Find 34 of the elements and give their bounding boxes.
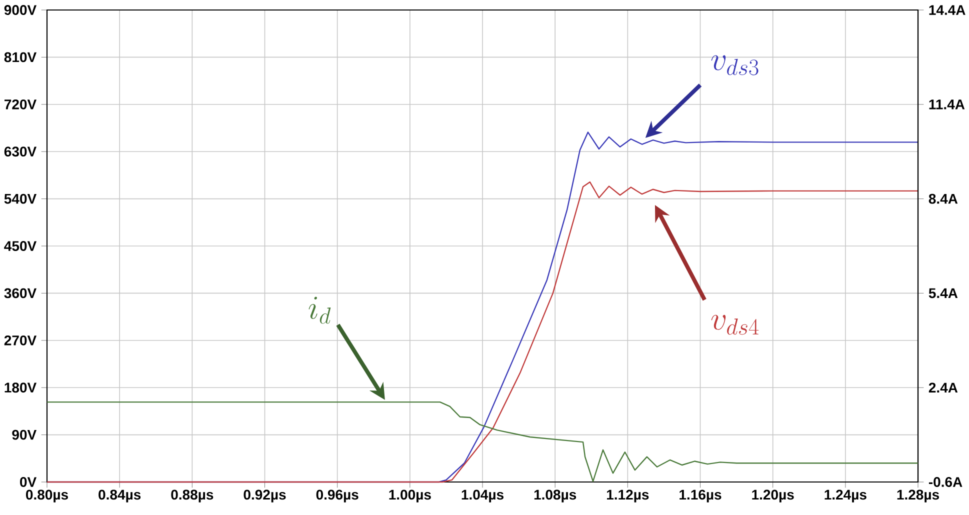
y-tick-label: 540V (4, 194, 37, 204)
y2-tick-label: -0.6A (928, 477, 962, 487)
x-tick-label: 1.00µs (389, 490, 431, 502)
x-tick-label: 1.20µs (752, 490, 794, 502)
x-tick-label: 0.88µs (171, 490, 214, 502)
y-tick-label: 900V (4, 5, 37, 15)
x-tick-label: 1.24µs (824, 490, 866, 502)
y-tick-label: 90V (12, 430, 37, 440)
y2-tick-label: 5.4A (928, 288, 958, 298)
x-tick-label: 1.16µs (680, 490, 722, 502)
x-tick-label: 1.04µs (462, 490, 504, 502)
x-tick-label: 0.96µs (316, 490, 358, 502)
y-tick-label: 720V (4, 99, 37, 110)
x-tick-label: 0.92µs (244, 490, 286, 502)
x-tick-label: 0.80µs (26, 490, 68, 502)
y-tick-label: 360V (4, 288, 37, 298)
y-tick-label: 180V (4, 382, 37, 393)
y2-tick-label: 14.4A (929, 5, 966, 15)
x-tick-label: 1.28µs (897, 490, 939, 502)
y-tick-label: 810V (4, 52, 37, 62)
y-tick-label: 450V (4, 241, 37, 251)
y-tick-label: 0V (20, 477, 37, 487)
line-series (46, 401, 919, 482)
y-tick-label: 270V (4, 335, 37, 346)
y2-tick-label: 2.4A (928, 382, 958, 392)
x-tick-label: 1.12µs (607, 490, 649, 502)
y-tick-label: 630V (4, 146, 37, 157)
annotation: $v_{ds4}$ (711, 314, 759, 335)
y2-tick-label: 8.4A (928, 194, 958, 204)
x-tick-label: 0.84µs (98, 490, 141, 502)
x-tick-label: 1.08µs (534, 490, 576, 502)
annotation: $i_d$ (308, 296, 331, 324)
annotation: $v_{ds3}$ (711, 55, 758, 76)
y2-tick-label: 11.4A (929, 100, 965, 110)
